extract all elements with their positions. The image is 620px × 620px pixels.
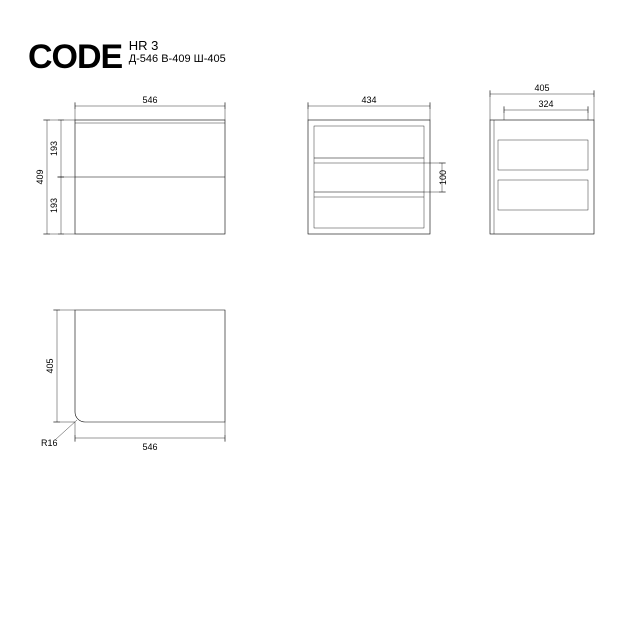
svg-text:409: 409 [35,169,45,184]
svg-text:193: 193 [49,141,59,156]
svg-text:193: 193 [49,198,59,213]
svg-text:546: 546 [142,95,157,105]
svg-text:100: 100 [438,170,448,185]
svg-text:546: 546 [142,442,157,452]
product-code: CODE [28,38,122,77]
svg-text:R16: R16 [41,438,58,448]
svg-text:405: 405 [45,358,55,373]
top-view: 405 546 R16 [20,300,250,480]
svg-text:405: 405 [534,83,549,93]
svg-text:434: 434 [361,95,376,105]
overall-dimensions: Д-546 В-409 Ш-405 [129,53,226,65]
title-block: CODE HR 3 Д-546 В-409 Ш-405 [28,38,226,77]
svg-text:324: 324 [538,99,553,109]
front-view: 546 409 193 193 [20,90,250,260]
side-view: 405 324 [470,78,620,248]
model-number: HR 3 [129,38,226,53]
inside-view: 434 100 [288,90,468,260]
